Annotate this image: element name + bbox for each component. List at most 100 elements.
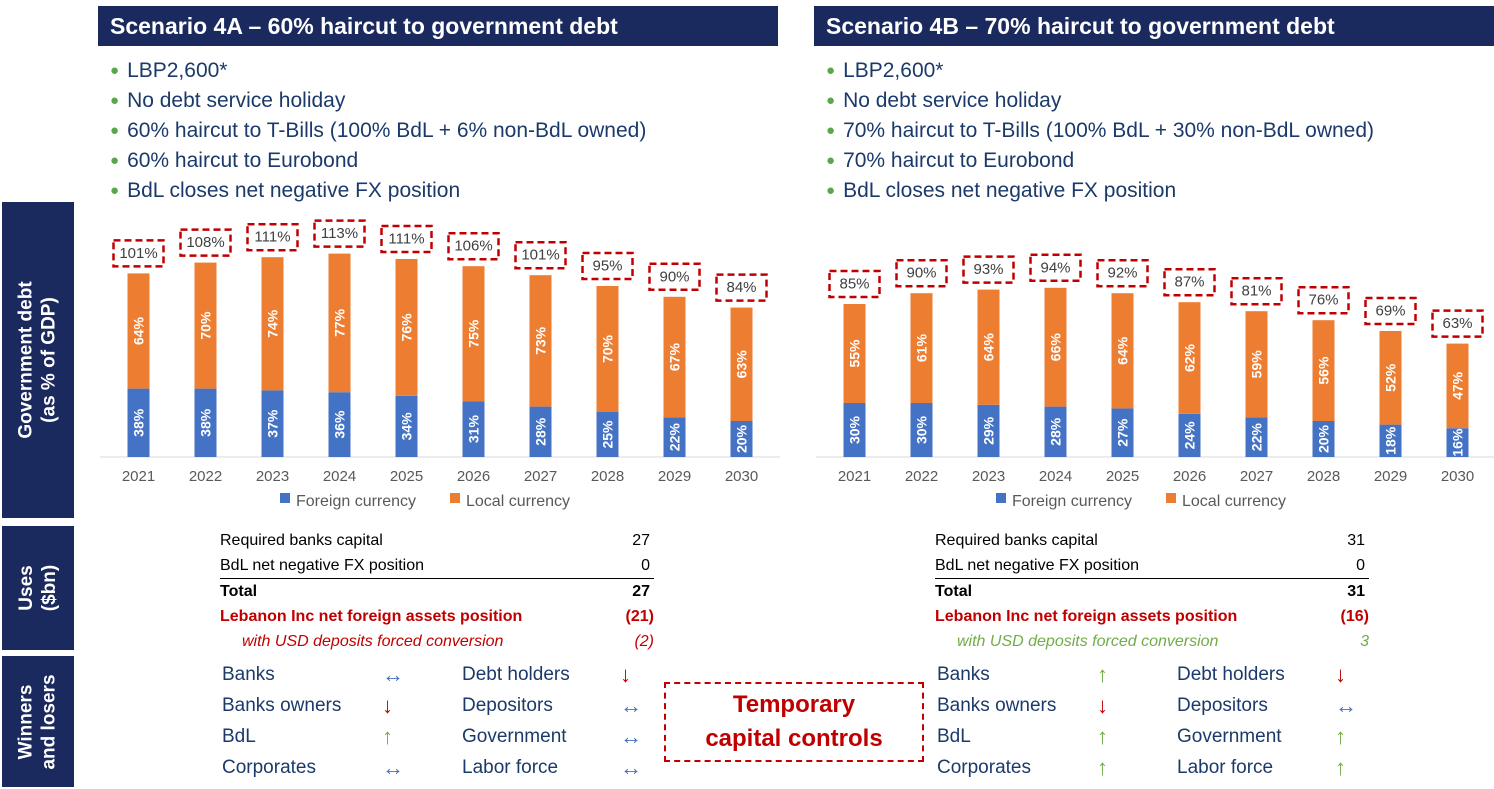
side-label-uses-text: Uses ($bn) xyxy=(16,564,60,612)
data-label-local: 62% xyxy=(1182,343,1198,372)
legend-swatch-local xyxy=(1166,493,1176,503)
arrow-up-icon: ↑ xyxy=(1097,755,1108,780)
winner-loser-label: Labor force xyxy=(462,757,559,778)
bullet-item: ● No debt service holiday xyxy=(110,89,346,112)
total-label: 76% xyxy=(1308,292,1338,309)
total-label: 69% xyxy=(1375,303,1405,320)
bar-foreign-currency xyxy=(529,406,552,457)
scenario-b-title: Scenario 4B – 70% haircut to government … xyxy=(814,6,1494,46)
x-tick-label: 2024 xyxy=(1039,468,1072,485)
bar-local-currency xyxy=(1245,311,1268,418)
bar-foreign-currency xyxy=(194,388,217,457)
legend-label-foreign: Foreign currency xyxy=(1012,493,1132,510)
uses-table-b: Required banks capital 31 BdL net negativ… xyxy=(935,528,1369,654)
bullet-item: ● BdL closes net negative FX position xyxy=(110,179,461,202)
total-label-box xyxy=(447,231,500,261)
x-tick-label: 2023 xyxy=(972,468,1005,485)
winner-loser-label: BdL xyxy=(222,726,256,747)
total-label: 81% xyxy=(1241,283,1271,300)
bar-local-currency xyxy=(328,253,351,393)
total-label: 93% xyxy=(973,261,1003,278)
bullet-item: ● LBP2,600* xyxy=(826,59,944,82)
x-tick-label: 2025 xyxy=(390,468,423,485)
bar-foreign-currency xyxy=(1312,421,1335,457)
bar-local-currency xyxy=(596,286,619,412)
uses-row-total: Total 31 xyxy=(935,578,1369,604)
data-label-local: 74% xyxy=(265,309,281,338)
arrow-left-right-icon: ↔ xyxy=(382,662,404,687)
uses-label: Total xyxy=(220,583,258,600)
bar-foreign-currency xyxy=(843,403,866,457)
uses-value: 31 xyxy=(1347,583,1365,600)
data-label-local: 64% xyxy=(981,333,997,362)
uses-value: 31 xyxy=(1347,532,1365,549)
scenario-b-bullets: ● LBP2,600* ● No debt service holiday ● 70%… xyxy=(826,56,1374,206)
x-tick-label: 2027 xyxy=(1240,468,1273,485)
winner-loser-label: Debt holders xyxy=(1177,664,1285,685)
bullet-text: 70% haircut to Eurobond xyxy=(843,149,1075,172)
uses-value: (21) xyxy=(625,608,654,625)
data-label-foreign: 29% xyxy=(981,416,997,445)
data-label-local: 61% xyxy=(914,334,930,363)
bullet-item: ● 60% haircut to Eurobond xyxy=(110,149,359,172)
arrow-left-right-icon: ↔ xyxy=(620,693,642,718)
x-tick-label: 2021 xyxy=(838,468,871,485)
uses-value: (2) xyxy=(634,633,654,650)
chart-scenario-b: 30% 55% 85% 2021 30% 61% 90% 2022 29% 64% 93% 2023 2… xyxy=(816,253,1494,510)
side-label-uses: Uses ($bn) xyxy=(2,526,74,650)
data-label-local: 63% xyxy=(734,350,750,379)
total-label: 90% xyxy=(906,265,936,282)
legend-swatch-local xyxy=(450,493,460,503)
bar-local-currency xyxy=(1379,331,1402,425)
uses-row-bdl: BdL net negative FX position 0 xyxy=(935,553,1369,578)
data-label-local: 70% xyxy=(600,334,616,363)
uses-row-total: Total 27 xyxy=(220,578,654,604)
arrow-up-icon: ↑ xyxy=(1335,755,1346,780)
data-label-foreign: 31% xyxy=(466,415,482,444)
arrow-left-right-icon: ↔ xyxy=(620,724,642,749)
data-label-foreign: 36% xyxy=(332,410,348,439)
bullet-item: ● 60% haircut to T-Bills (100% BdL + 6% n… xyxy=(110,119,647,142)
bar-foreign-currency xyxy=(977,404,1000,457)
uses-table-a: Required banks capital 27 BdL net negativ… xyxy=(220,528,654,654)
data-label-foreign: 18% xyxy=(1383,426,1399,455)
x-tick-label: 2028 xyxy=(591,468,624,485)
arrow-up-icon: ↑ xyxy=(382,724,393,749)
x-tick-label: 2028 xyxy=(1307,468,1340,485)
bar-foreign-currency xyxy=(1178,413,1201,457)
uses-label: with USD deposits forced conversion xyxy=(242,633,504,650)
arrow-left-right-icon: ↔ xyxy=(620,755,642,780)
x-tick-label: 2030 xyxy=(725,468,758,485)
total-label: 94% xyxy=(1040,259,1070,276)
data-label-foreign: 30% xyxy=(847,415,863,444)
total-label: 101% xyxy=(119,245,157,262)
bar-local-currency xyxy=(910,293,933,403)
data-label-local: 66% xyxy=(1048,333,1064,362)
data-label-foreign: 25% xyxy=(600,420,616,449)
bullet-item: ● 70% haircut to T-Bills (100% BdL + 30% … xyxy=(826,119,1375,142)
data-label-foreign: 20% xyxy=(734,424,750,453)
data-label-foreign: 30% xyxy=(914,415,930,444)
bullet-text: 60% haircut to T-Bills (100% BdL + 6% no… xyxy=(127,119,647,142)
bar-foreign-currency xyxy=(1446,428,1469,457)
total-label: 85% xyxy=(839,276,869,293)
bar-foreign-currency xyxy=(596,412,619,457)
data-label-foreign: 34% xyxy=(399,412,415,441)
total-label-box xyxy=(1431,309,1484,338)
total-label: 111% xyxy=(388,231,424,248)
total-label: 111% xyxy=(254,229,290,246)
total-label: 106% xyxy=(454,238,492,255)
uses-label: BdL net negative FX position xyxy=(935,557,1139,574)
bar-foreign-currency xyxy=(127,388,150,457)
data-label-foreign: 24% xyxy=(1182,421,1198,450)
data-label-local: 64% xyxy=(131,316,147,345)
uses-row-conversion: with USD deposits forced conversion (2) xyxy=(220,629,654,654)
bar-foreign-currency xyxy=(1111,408,1134,457)
uses-value: 3 xyxy=(1360,633,1369,650)
arrow-up-icon: ↑ xyxy=(1335,724,1346,749)
chart-scenario-a: 38% 64% 101% 2021 38% 70% 108% 2022 37% 74% 111% 20… xyxy=(100,219,780,510)
winner-loser-label: Government xyxy=(1177,726,1282,747)
data-label-foreign: 22% xyxy=(667,423,683,452)
uses-value: 0 xyxy=(1356,557,1365,574)
legend-swatch-foreign xyxy=(996,493,1006,503)
